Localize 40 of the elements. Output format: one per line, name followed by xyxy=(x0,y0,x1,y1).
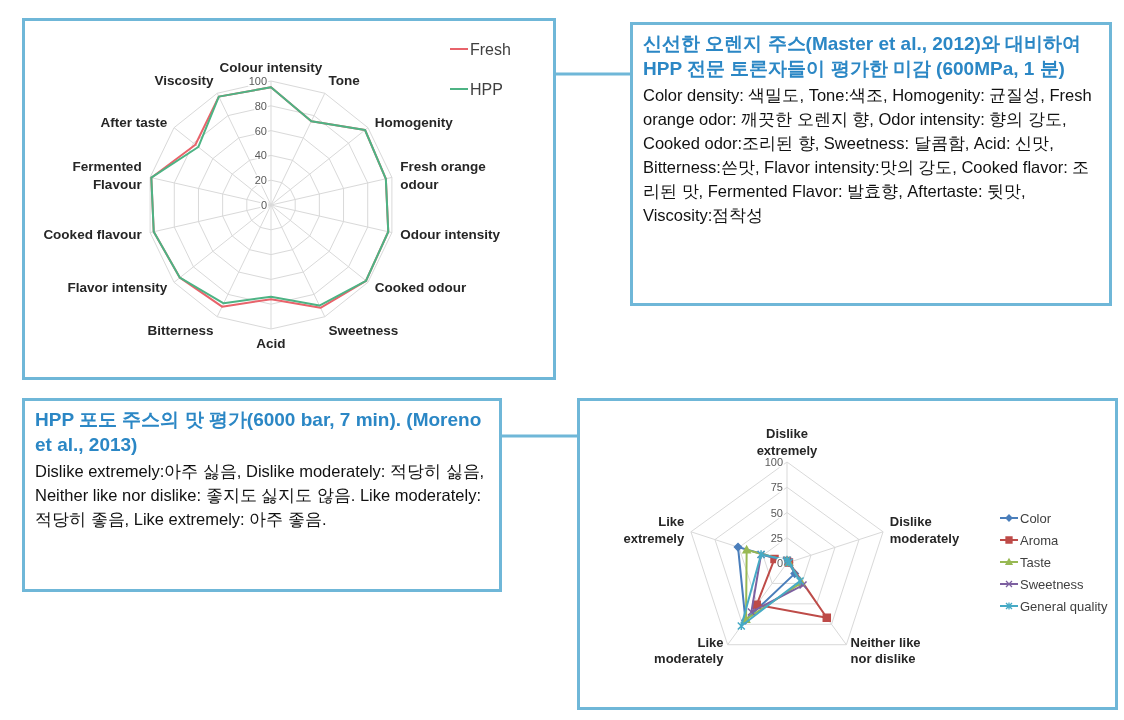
legend-label: Fresh xyxy=(470,40,511,58)
spoke-label: After taste xyxy=(100,115,168,130)
y-tick-label: 60 xyxy=(254,124,267,137)
spoke-label: Homogenity xyxy=(374,115,454,130)
text: Color density: 색밀도, Tone:색조, Homogenity: 균질성, Fresh orange odor: 깨끗한 오렌지 향, Odor intensity: 향의 강도, Cooked odor:조리된 향, Sweetness: 달콤함, Acid: 신맛, Bitterness:쓴맛, Flavor intensity:맛의 강도, Cooked flavor: 조리된 맛, Fermented Flavor: 발효향, Aftertaste: 뒷맛, Viscosity:점착성 xyxy=(643,85,1093,226)
spoke-label: Odour intensity xyxy=(400,227,501,243)
legend-label: Aroma xyxy=(1020,532,1060,548)
spoke-label: Like moderately xyxy=(654,634,725,667)
y-tick-label: 100 xyxy=(764,456,783,468)
spoke-label: Cooked odour xyxy=(374,280,467,296)
spoke-label: Neither like nor dislike xyxy=(850,634,921,667)
spoke-label: Cooked flavour xyxy=(43,227,143,243)
y-tick-label: 40 xyxy=(254,149,267,162)
spoke-label: Dislike moderately xyxy=(889,513,960,546)
y-tick-label: 0 xyxy=(260,199,267,211)
legend-label: General quality xyxy=(1020,598,1108,614)
legend-label: Sweetness xyxy=(1020,576,1085,592)
legend-label: Taste xyxy=(1020,554,1052,570)
spoke-label: Acid xyxy=(256,336,286,352)
spoke-label: Like extremely xyxy=(623,513,685,546)
y-tick-label: 100 xyxy=(248,75,267,87)
text: 신선한 오렌지 주스(Master et al., 2012)와 대비하여 HPP 전문 토론자들이 평가한 미감 (600MPa, 1 분) xyxy=(643,32,1083,81)
spoke-label: Bitterness xyxy=(147,323,214,339)
legend-label: Color xyxy=(1020,510,1052,526)
legend-label: HPP xyxy=(470,80,503,98)
spoke-label: Fermented Flavour xyxy=(72,159,143,192)
y-tick-label: 50 xyxy=(770,506,783,519)
spoke-label: Dislike extremely xyxy=(756,426,819,458)
y-tick-label: 25 xyxy=(770,531,783,544)
y-tick-label: 80 xyxy=(254,99,267,112)
y-tick-label: 75 xyxy=(770,481,783,494)
spoke-label: Viscosity xyxy=(154,73,214,89)
text: HPP 포도 주스의 맛 평가(6000 bar, 7 min). (Moreno et al., 2013) xyxy=(35,408,483,457)
spoke-label: Tone xyxy=(328,73,361,89)
text: Dislike extremely:아주 싫음, Dislike moderately: 적당히 싫음, Neither like nor dislike: 좋지도 싫지도 않음. Like moderately: 적당히 좋음, Like extremely: 아주 좋음. xyxy=(35,461,486,530)
spoke-label: Flavor intensity xyxy=(67,280,168,296)
spoke-label: Colour intensity xyxy=(219,60,323,76)
spoke-label: Sweetness xyxy=(328,323,399,339)
y-tick-label: 20 xyxy=(254,174,267,187)
spoke-label: Fresh orange odour xyxy=(400,159,487,192)
